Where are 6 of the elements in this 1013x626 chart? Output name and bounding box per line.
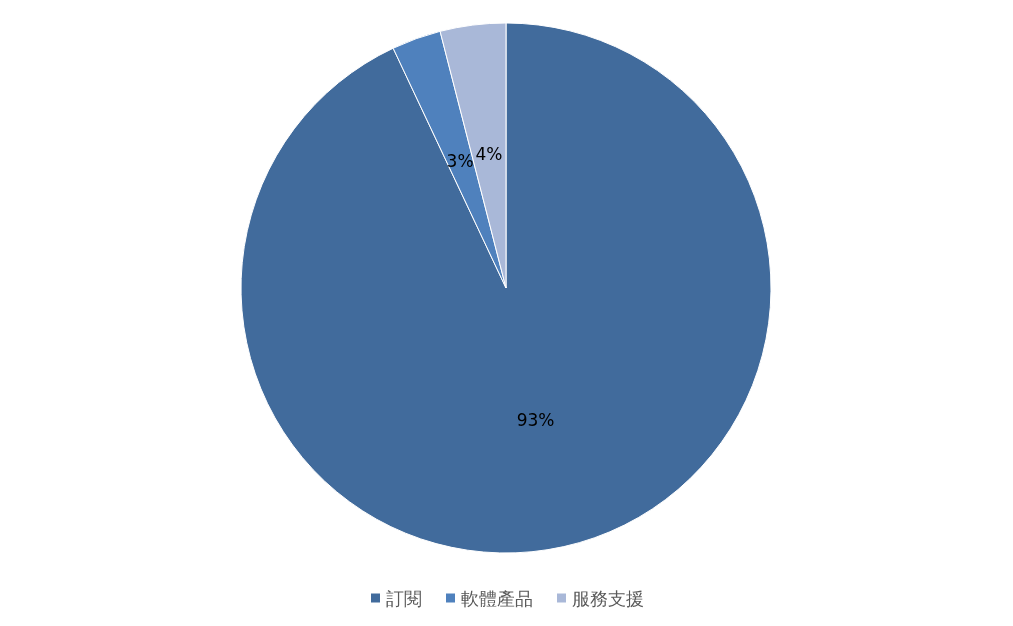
data-label: 4% (475, 143, 503, 164)
data-label: 93% (516, 410, 555, 431)
legend-label: 服務支援 (572, 587, 644, 609)
data-label: 3% (446, 150, 474, 171)
legend-label: 訂閱 (386, 587, 422, 609)
legend-label: 軟體產品 (461, 587, 533, 609)
